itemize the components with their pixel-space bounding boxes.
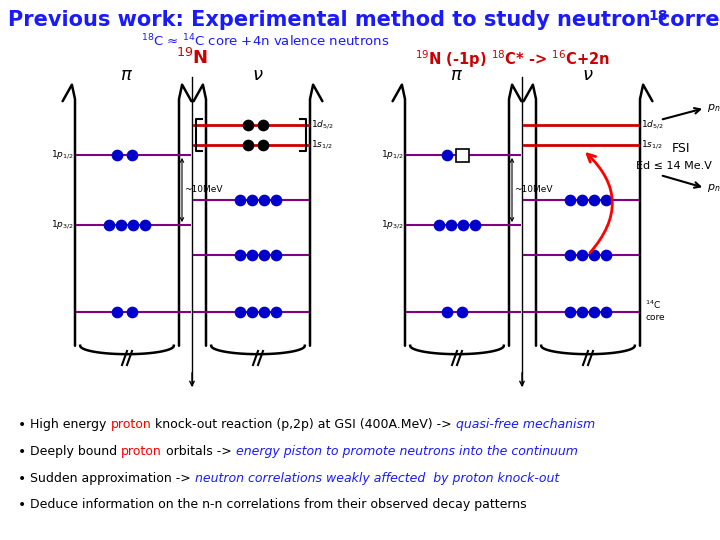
Text: $1s_{1/2}$: $1s_{1/2}$ xyxy=(311,139,333,151)
Text: orbitals ->: orbitals -> xyxy=(162,445,235,458)
Text: $1d_{5/2}$: $1d_{5/2}$ xyxy=(641,119,664,131)
Point xyxy=(127,221,139,230)
Point xyxy=(588,195,600,204)
Text: $1p_{1/2}$: $1p_{1/2}$ xyxy=(51,148,74,161)
Text: $\nu$: $\nu$ xyxy=(582,66,594,84)
Point xyxy=(433,221,445,230)
Text: Previous work: Experimental method to study neutron correlations (in: Previous work: Experimental method to st… xyxy=(8,10,720,30)
FancyArrowPatch shape xyxy=(588,154,612,253)
Point xyxy=(576,308,588,316)
Point xyxy=(270,251,282,259)
Point xyxy=(111,151,122,159)
Point xyxy=(576,195,588,204)
Point xyxy=(258,308,270,316)
Point xyxy=(242,120,253,129)
Point xyxy=(441,151,453,159)
Point xyxy=(600,308,612,316)
Text: High energy: High energy xyxy=(30,418,110,431)
Point xyxy=(126,151,138,159)
Text: $\pi$: $\pi$ xyxy=(451,66,464,84)
Point xyxy=(600,195,612,204)
Text: $\pi$: $\pi$ xyxy=(120,66,133,84)
Point xyxy=(270,308,282,316)
Text: $1d_{5/2}$: $1d_{5/2}$ xyxy=(311,119,333,131)
Text: ~10MeV: ~10MeV xyxy=(184,186,222,194)
Text: FSI: FSI xyxy=(672,141,690,154)
Point xyxy=(242,141,253,150)
Text: $1p_{3/2}$: $1p_{3/2}$ xyxy=(382,219,404,232)
Point xyxy=(445,221,456,230)
Point xyxy=(257,141,269,150)
Text: $p_{n1}$: $p_{n1}$ xyxy=(707,102,720,114)
Text: $1s_{1/2}$: $1s_{1/2}$ xyxy=(641,139,662,151)
Point xyxy=(234,308,246,316)
Text: 18: 18 xyxy=(648,9,667,23)
Point xyxy=(257,120,269,129)
Text: knock-out reaction (p,2p) at GSI (400A.MeV) ->: knock-out reaction (p,2p) at GSI (400A.M… xyxy=(151,418,456,431)
Point xyxy=(469,221,481,230)
Point xyxy=(246,308,258,316)
Point xyxy=(115,221,127,230)
Text: •: • xyxy=(18,472,26,486)
Text: Sudden approximation ->: Sudden approximation -> xyxy=(30,472,194,485)
Text: •: • xyxy=(18,418,26,432)
Text: Deduce information on the n-n correlations from their observed decay patterns: Deduce information on the n-n correlatio… xyxy=(30,498,526,511)
Point xyxy=(588,251,600,259)
Text: $\nu$: $\nu$ xyxy=(252,66,264,84)
Text: $^{14}$C
core: $^{14}$C core xyxy=(645,298,665,322)
Point xyxy=(270,195,282,204)
Point xyxy=(246,251,258,259)
Text: $1p_{1/2}$: $1p_{1/2}$ xyxy=(382,148,404,161)
Text: proton: proton xyxy=(121,445,162,458)
Text: ~10MeV: ~10MeV xyxy=(514,186,552,194)
Point xyxy=(588,308,600,316)
Point xyxy=(126,308,138,316)
Point xyxy=(234,251,246,259)
Point xyxy=(564,308,576,316)
Point xyxy=(258,195,270,204)
Point xyxy=(234,195,246,204)
Point xyxy=(111,308,122,316)
Point xyxy=(564,195,576,204)
Point xyxy=(576,251,588,259)
Bar xyxy=(456,148,469,161)
Point xyxy=(564,251,576,259)
Text: quasi-free mechanism: quasi-free mechanism xyxy=(456,418,595,431)
Point xyxy=(457,221,469,230)
Text: proton: proton xyxy=(110,418,151,431)
Point xyxy=(456,308,468,316)
Point xyxy=(103,221,114,230)
Text: Deeply bound: Deeply bound xyxy=(30,445,121,458)
Text: neutron correlations weakly affected  by proton knock-out: neutron correlations weakly affected by … xyxy=(194,472,559,485)
Text: $^{19}$N (-1p) $^{18}$C* -> $^{16}$C+2n: $^{19}$N (-1p) $^{18}$C* -> $^{16}$C+2n xyxy=(415,48,609,70)
Point xyxy=(441,308,453,316)
Point xyxy=(258,251,270,259)
Text: $^{18}$C ≈ $^{14}$C core +4n valence neutrons: $^{18}$C ≈ $^{14}$C core +4n valence neu… xyxy=(141,33,389,50)
Point xyxy=(600,251,612,259)
Text: •: • xyxy=(18,498,26,512)
Text: energy piston to promote neutrons into the continuum: energy piston to promote neutrons into t… xyxy=(235,445,577,458)
Text: Ed ≤ 14 Me.V: Ed ≤ 14 Me.V xyxy=(636,161,712,171)
Point xyxy=(139,221,150,230)
Text: $p_{n2}$: $p_{n2}$ xyxy=(707,182,720,194)
Point xyxy=(246,195,258,204)
Text: $^{19}$N: $^{19}$N xyxy=(176,48,208,68)
Text: •: • xyxy=(18,445,26,459)
Text: $1p_{3/2}$: $1p_{3/2}$ xyxy=(51,219,74,232)
